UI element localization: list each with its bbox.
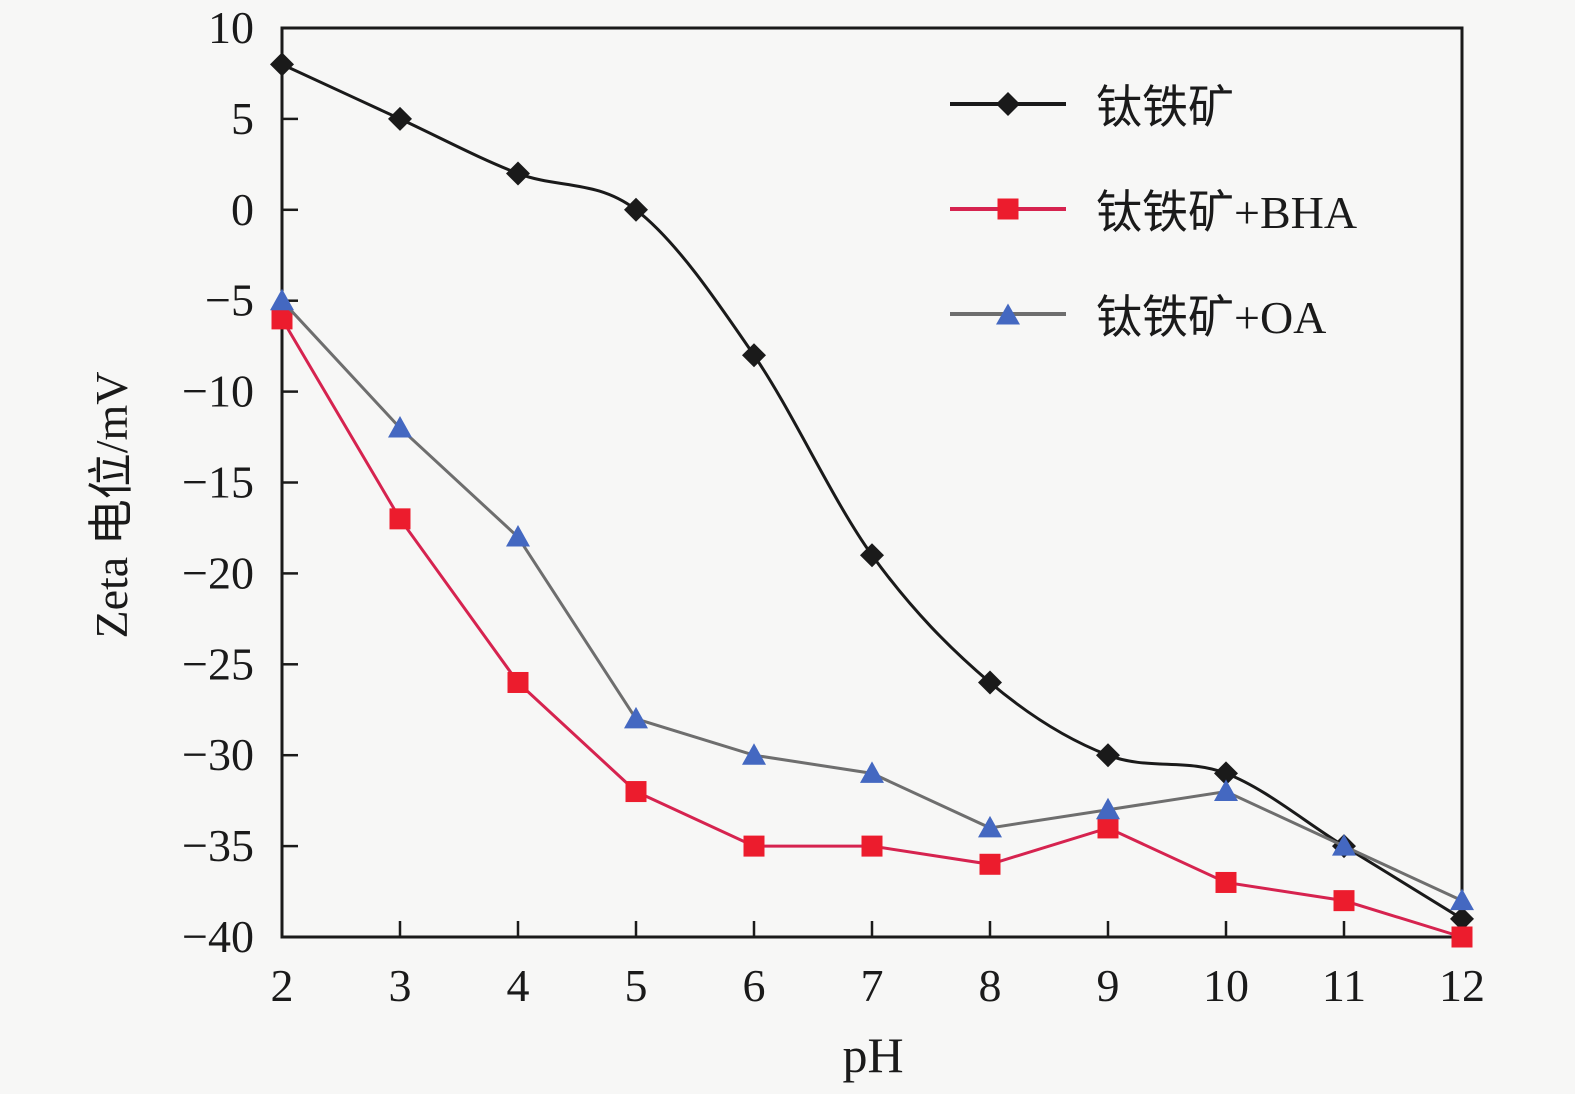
y-tick-label: −30: [182, 729, 254, 780]
y-tick-label: −15: [182, 457, 254, 508]
ilmenite-oa-marker-ph-6: [742, 743, 766, 765]
ilmenite-oa-marker-ph-5: [624, 706, 648, 729]
legend-label-ilmenite-bha: 钛铁矿+BHA: [1096, 186, 1358, 238]
legend-item-ilmenite-oa: 钛铁矿+OA: [950, 282, 1357, 345]
ilmenite-bha-marker-ph-5: [625, 781, 647, 803]
x-tick-label: 4: [507, 960, 530, 1011]
ilmenite-oa-marker-ph-8: [978, 815, 1002, 838]
x-tick-label: 5: [625, 960, 648, 1011]
y-tick-label: 10: [208, 2, 254, 53]
ilmenite-marker-ph-3: [388, 106, 412, 131]
square-marker-icon: [997, 198, 1019, 219]
ilmenite-marker-ph-12: [1450, 906, 1474, 931]
legend-line-ilmenite-oa: [950, 303, 1066, 324]
ilmenite-bha-marker-ph-6: [743, 835, 765, 857]
ilmenite-bha-marker-ph-12: [1451, 926, 1473, 948]
ilmenite-oa-marker-ph-3: [388, 415, 412, 438]
y-tick-label: −25: [182, 638, 254, 689]
x-tick-label: 12: [1439, 960, 1485, 1011]
y-tick-label: −20: [182, 547, 254, 598]
ilmenite-bha-marker-ph-3: [389, 508, 411, 530]
y-axis-title: Zeta 电位/mV: [86, 371, 137, 639]
ilmenite-oa-marker-ph-2: [270, 288, 294, 311]
ilmenite-bha-marker-ph-8: [979, 853, 1001, 875]
y-tick-label: −5: [205, 275, 254, 326]
x-tick-label: 3: [389, 960, 412, 1011]
legend-item-ilmenite: 钛铁矿: [950, 72, 1357, 135]
ilmenite-bha-marker-ph-9: [1097, 817, 1119, 839]
ilmenite-marker-ph-7: [860, 543, 884, 568]
ilmenite-bha-marker-ph-4: [507, 671, 529, 693]
ilmenite-oa-marker-ph-7: [860, 761, 884, 783]
y-tick-label: −10: [182, 366, 254, 417]
ilmenite-oa-marker-ph-12: [1450, 888, 1474, 911]
x-tick-label: 8: [979, 960, 1002, 1011]
x-tick-label: 7: [861, 960, 884, 1011]
x-tick-label: 9: [1097, 960, 1120, 1011]
x-axis-title: pH: [842, 1027, 904, 1083]
ilmenite-bha-marker-ph-10: [1215, 871, 1237, 893]
ilmenite-oa-marker-ph-4: [506, 525, 530, 547]
legend-label-ilmenite: 钛铁矿: [1096, 81, 1234, 133]
triangle-marker-icon: [996, 303, 1020, 324]
y-tick-label: 0: [231, 184, 254, 235]
ilmenite-oa-marker-ph-11: [1332, 834, 1356, 856]
ilmenite-oa-marker-ph-10: [1214, 779, 1238, 802]
y-tick-label: 5: [231, 93, 254, 144]
x-tick-label: 10: [1203, 960, 1249, 1011]
ilmenite-bha-marker-ph-2: [271, 308, 293, 330]
ilmenite-marker-ph-4: [506, 161, 530, 186]
ilmenite-marker-ph-10: [1214, 761, 1238, 786]
legend-label-ilmenite-oa: 钛铁矿+OA: [1096, 291, 1327, 343]
x-tick-label: 11: [1322, 960, 1366, 1011]
x-tick-label: 6: [743, 960, 766, 1011]
legend-line-ilmenite-bha: [950, 198, 1066, 219]
ilmenite-bha-marker-ph-7: [861, 835, 883, 857]
legend-item-ilmenite-bha: 钛铁矿+BHA: [950, 177, 1357, 240]
legend-line-ilmenite: [950, 91, 1066, 116]
ilmenite-line: [281, 62, 1463, 921]
legend: 钛铁矿 钛铁矿+BHA 钛铁矿+OA: [950, 72, 1357, 345]
ilmenite-marker-ph-6: [742, 343, 766, 368]
ilmenite-oa-marker-ph-9: [1096, 797, 1120, 820]
ilmenite-marker-ph-5: [624, 197, 648, 222]
ilmenite-marker-ph-9: [1096, 743, 1120, 768]
ilmenite-marker-ph-8: [978, 670, 1002, 695]
diamond-marker-icon: [995, 91, 1021, 116]
ilmenite-bha-marker-ph-11: [1333, 890, 1355, 912]
y-tick-label: −40: [182, 911, 254, 962]
y-tick-label: −35: [182, 820, 254, 871]
ilmenite-marker-ph-2: [270, 52, 294, 77]
x-tick-label: 2: [271, 960, 294, 1011]
